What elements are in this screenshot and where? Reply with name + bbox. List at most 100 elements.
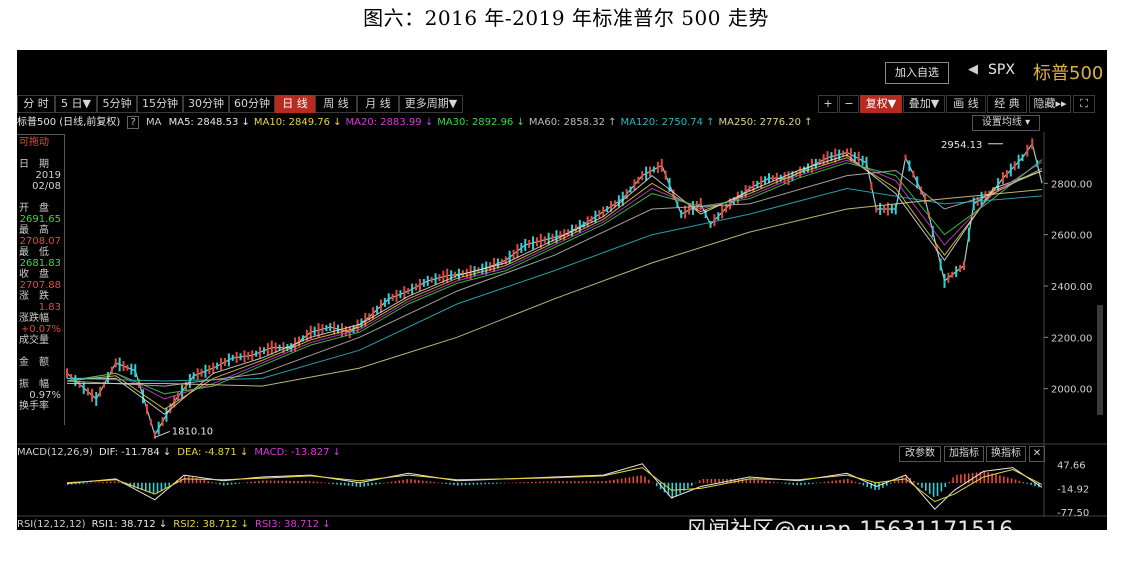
info-value: 2691.65	[19, 214, 61, 225]
price-chart-canvas[interactable]: 2000.00 2200.00 2400.00 2600.00 2800.00 1810.…	[17, 50, 1107, 530]
period-button[interactable]: 月 线	[357, 95, 399, 113]
candle	[220, 358, 223, 371]
period-button[interactable]: 30分钟	[183, 95, 229, 113]
macd-bar	[499, 482, 502, 484]
macd-bar	[449, 482, 451, 485]
candle	[617, 195, 620, 208]
period-button[interactable]: 15分钟	[137, 95, 183, 113]
candle	[803, 166, 806, 174]
candle	[372, 307, 375, 320]
vertical-scrollbar[interactable]	[1097, 305, 1103, 415]
macd-bar	[203, 480, 206, 484]
macd-bar	[999, 475, 1001, 484]
candle	[274, 342, 277, 353]
series-line-ma60	[66, 167, 1043, 387]
candle	[939, 258, 942, 271]
indicator-button[interactable]: 换指标	[986, 446, 1026, 462]
candle	[865, 156, 868, 169]
candle	[251, 350, 254, 361]
ma-value: MA5: 2848.53 ↓	[168, 117, 250, 128]
period-button[interactable]: 5分钟	[97, 95, 137, 113]
macd-bar	[207, 481, 209, 484]
info-label: 换手率	[19, 401, 49, 412]
ma-settings-button[interactable]: 设置均线 ▾	[972, 115, 1040, 131]
indicator-button[interactable]: 加指标	[944, 446, 984, 462]
candle	[684, 205, 687, 219]
macd-bar	[628, 477, 631, 484]
info-label[interactable]: 可拖动	[19, 137, 49, 148]
macd-bar	[854, 481, 857, 484]
macd-bar	[340, 482, 342, 485]
macd-bar	[886, 482, 888, 486]
macd-bar	[503, 482, 506, 484]
candle	[857, 151, 860, 166]
candle	[1026, 144, 1029, 157]
chart-tool-button[interactable]: 隐藏▸▸	[1029, 95, 1071, 113]
info-label: 最 高	[19, 225, 49, 236]
candle	[208, 365, 211, 375]
candle	[259, 346, 262, 358]
chart-tool-button[interactable]: 画 线	[946, 95, 986, 113]
candle	[838, 149, 841, 160]
candle	[212, 362, 215, 374]
period-button[interactable]: 60分钟	[229, 95, 275, 113]
macd-bar	[453, 482, 455, 486]
chart-tool-button[interactable]: −	[839, 95, 859, 113]
macd-bar	[250, 481, 252, 484]
candle	[613, 200, 616, 208]
macd-bar	[1014, 479, 1017, 484]
macd-bar	[940, 482, 943, 492]
prev-symbol-icon[interactable]: ◀	[968, 62, 978, 77]
period-button[interactable]: 5 日▼	[55, 95, 97, 113]
chart-tool-button[interactable]: ⛶	[1073, 95, 1095, 113]
candle	[713, 214, 716, 227]
candle	[204, 364, 207, 378]
period-button[interactable]: 日 线	[275, 95, 315, 113]
candle	[387, 293, 390, 305]
macd-bar	[223, 482, 225, 486]
ma-value: MA30: 2892.96 ↓	[437, 117, 525, 128]
macd-bar	[1010, 478, 1013, 484]
candle	[1031, 138, 1034, 150]
macd-bar	[804, 482, 806, 485]
macd-bar	[258, 480, 260, 484]
add-to-watchlist-button[interactable]: 加入自选	[885, 62, 949, 84]
macd-bar	[784, 482, 787, 484]
candle	[110, 366, 113, 374]
macd-bar	[687, 482, 689, 489]
candle	[834, 148, 837, 163]
candle	[955, 266, 958, 278]
macd-bar	[1030, 482, 1032, 485]
info-value: 2707.88	[19, 280, 61, 291]
candle	[752, 180, 755, 192]
macd-bar	[975, 472, 978, 484]
macd-bar	[328, 482, 330, 484]
candle	[890, 204, 893, 214]
macd-bar	[843, 479, 845, 484]
macd-bar	[363, 482, 365, 487]
candle	[340, 323, 343, 338]
help-icon[interactable]: ?	[127, 116, 139, 129]
period-button[interactable]: 分 时	[17, 95, 55, 113]
chart-tool-button[interactable]: 叠加▼	[903, 95, 945, 113]
candle	[637, 176, 640, 184]
macd-bar	[78, 482, 81, 485]
candle	[980, 191, 983, 206]
macd-bar	[457, 482, 459, 486]
candle	[379, 299, 382, 313]
candle	[567, 229, 570, 237]
chart-tool-button[interactable]: 经 典	[987, 95, 1027, 113]
indicator-button[interactable]: ✕	[1029, 446, 1045, 462]
macd-bar	[815, 482, 818, 484]
macd-bar	[398, 480, 401, 484]
macd-bar	[316, 481, 319, 484]
macd-bar	[659, 482, 662, 490]
chart-tool-button[interactable]: +	[818, 95, 838, 113]
period-button[interactable]: 周 线	[315, 95, 357, 113]
chart-tool-button[interactable]: 复权▼	[860, 95, 902, 113]
indicator-button[interactable]: 改参数	[899, 446, 941, 462]
candle	[235, 351, 238, 363]
period-button[interactable]: 更多周期▼	[399, 95, 463, 113]
candle	[223, 357, 226, 366]
candle	[169, 403, 172, 414]
